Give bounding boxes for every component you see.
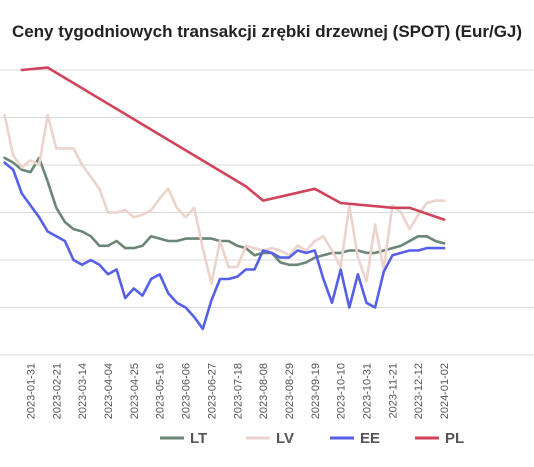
x-tick-label: 2023-10-10 xyxy=(336,363,348,419)
x-axis-tick-labels: 2023-01-31 2023-02-21 2023-03-14 2023-04-04… xyxy=(25,363,451,419)
legend-label-ee: EE xyxy=(360,430,380,447)
series-lines xyxy=(3,66,446,331)
x-tick-label: 2023-06-06 xyxy=(181,363,193,419)
x-tick-label: 2023-12-12 xyxy=(413,363,425,419)
x-tick-label: 2023-05-16 xyxy=(155,363,167,419)
chart-title: Ceny tygodniowych transakcji zrębki drze… xyxy=(12,22,522,41)
x-tick-label: 2023-09-19 xyxy=(310,363,322,419)
x-tick-label: 2023-11-21 xyxy=(387,363,399,418)
legend-label-pl: PL xyxy=(445,430,464,447)
legend-label-lv: LV xyxy=(276,430,294,447)
x-tick-label: 2023-08-08 xyxy=(258,363,270,419)
x-tick-label: 2023-04-25 xyxy=(129,363,141,419)
series-line-ee xyxy=(3,161,446,331)
x-tick-label: 2023-03-14 xyxy=(77,363,89,419)
x-tick-label: 2023-01-31 xyxy=(25,363,37,419)
series-line-lv xyxy=(3,113,446,286)
gridlines xyxy=(0,69,534,356)
x-tick-label: 2023-04-04 xyxy=(103,363,115,419)
legend: LT LV EE PL xyxy=(160,430,464,447)
x-tick-label: 2023-06-27 xyxy=(206,363,218,419)
x-tick-label: 2024-01-02 xyxy=(439,363,451,419)
x-tick-label: 2023-07-18 xyxy=(232,363,244,419)
x-tick-label: 2023-08-29 xyxy=(284,363,296,419)
series-line-pl xyxy=(20,66,446,221)
x-tick-label: 2023-10-31 xyxy=(362,363,374,419)
legend-label-lt: LT xyxy=(190,430,207,447)
x-tick-label: 2023-02-21 xyxy=(51,363,63,419)
